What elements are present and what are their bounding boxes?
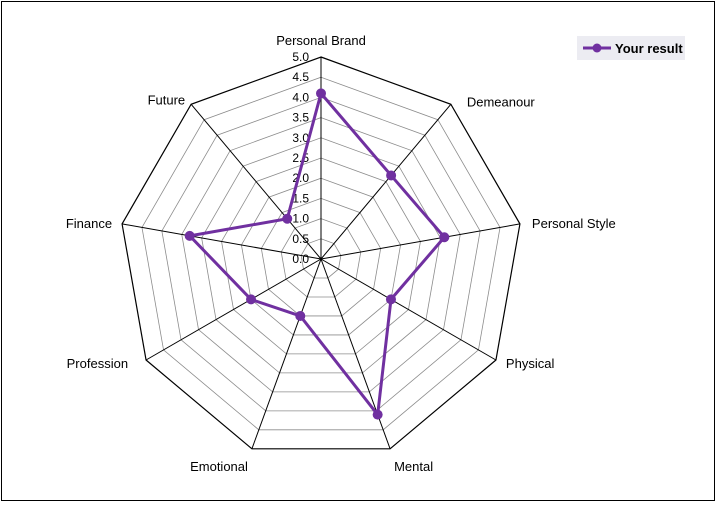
data-point bbox=[316, 88, 326, 99]
grid-ring bbox=[161, 96, 481, 412]
tick-label: 1.5 bbox=[292, 191, 309, 205]
spoke bbox=[320, 103, 452, 260]
tick-label: 1.0 bbox=[292, 212, 309, 226]
data-point bbox=[282, 213, 293, 224]
spoke bbox=[121, 223, 322, 260]
tick-label: 4.0 bbox=[292, 90, 309, 104]
spoke bbox=[145, 258, 322, 361]
data-point bbox=[295, 310, 306, 321]
legend-swatch bbox=[583, 43, 611, 53]
tick-label: 0.0 bbox=[292, 252, 309, 266]
grid-ring bbox=[201, 137, 441, 374]
tick-label: 0.5 bbox=[292, 232, 309, 246]
legend: Your result bbox=[577, 36, 685, 60]
data-point bbox=[439, 232, 450, 243]
spoke bbox=[320, 258, 497, 361]
grid-ring bbox=[280, 218, 362, 298]
tick-label: 3.5 bbox=[292, 111, 309, 125]
grid-ring bbox=[181, 117, 461, 393]
legend-label: Your result bbox=[615, 40, 683, 56]
category-label: Demeanour bbox=[467, 94, 536, 109]
tick-label: 4.5 bbox=[292, 70, 309, 84]
category-label: Personal Brand bbox=[276, 33, 366, 48]
category-label: Physical bbox=[506, 356, 555, 371]
spoke bbox=[320, 223, 521, 260]
tick-label: 5.0 bbox=[292, 50, 309, 64]
spoke bbox=[190, 103, 322, 260]
grid-ring bbox=[260, 197, 382, 317]
tick-label: 3.0 bbox=[292, 131, 309, 145]
data-point bbox=[385, 294, 396, 305]
category-label: Mental bbox=[394, 459, 433, 474]
grid-ring bbox=[221, 157, 421, 355]
category-label: Personal Style bbox=[532, 216, 616, 231]
grid-ring bbox=[241, 177, 401, 336]
data-point bbox=[386, 170, 397, 181]
data-point bbox=[246, 294, 257, 305]
spoke bbox=[251, 258, 322, 449]
series-line bbox=[188, 91, 446, 417]
category-label: Finance bbox=[66, 216, 112, 231]
category-label: Future bbox=[148, 92, 186, 107]
grid-ring bbox=[141, 76, 501, 431]
category-label: Emotional bbox=[190, 459, 248, 474]
category-label: Profession bbox=[67, 356, 128, 371]
data-point bbox=[372, 409, 383, 420]
data-point bbox=[184, 230, 195, 241]
grid-ring bbox=[300, 238, 342, 279]
outer-ring bbox=[121, 56, 521, 450]
